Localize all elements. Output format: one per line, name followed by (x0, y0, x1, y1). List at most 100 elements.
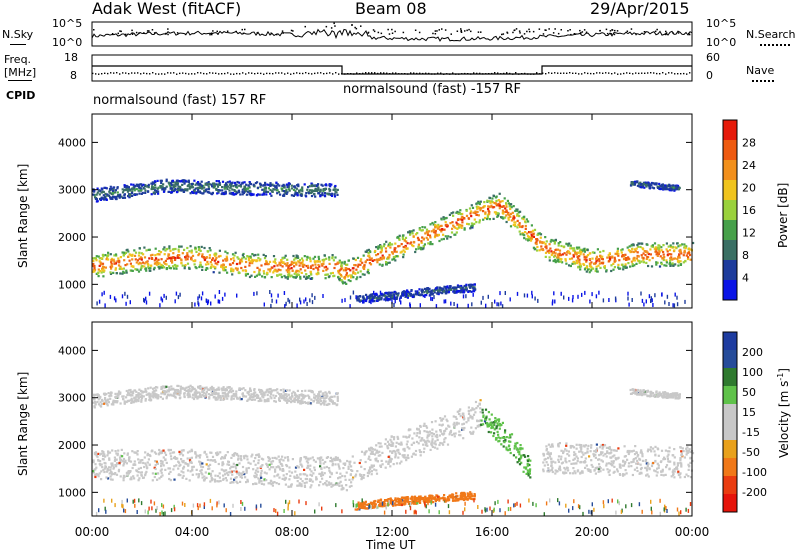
main-ground-point (177, 467, 180, 470)
main-ground-point (231, 465, 235, 468)
n-search-point (402, 31, 405, 34)
nave-point (503, 72, 505, 75)
main-ground-point (366, 471, 369, 474)
upper-point (256, 181, 259, 184)
main-ground-point (254, 463, 257, 466)
main-point (504, 216, 507, 219)
main-ground-point (122, 462, 126, 465)
lower-point (442, 288, 445, 291)
main-ground-point (186, 451, 190, 454)
main-ground-point (108, 458, 111, 461)
main-point (305, 258, 308, 261)
main-point (631, 248, 634, 251)
main-ground-point (101, 466, 104, 469)
main-point (619, 267, 622, 270)
main-point (477, 205, 480, 209)
main-ground-point (403, 456, 406, 459)
upper-point (128, 189, 132, 192)
main-ground-point (422, 439, 426, 442)
nave-point (524, 72, 526, 75)
main-point (565, 262, 568, 265)
main-point (109, 271, 112, 274)
nave-point (539, 73, 541, 75)
main-point (122, 253, 125, 256)
main-point (440, 218, 443, 221)
main-ground-point (378, 445, 381, 448)
main-point (257, 273, 260, 276)
main-ground-point (156, 472, 159, 475)
main-ground-point (201, 465, 205, 469)
main-point (621, 254, 624, 257)
main-ground-point (338, 476, 341, 479)
noise-point (650, 299, 652, 303)
main-point (309, 260, 312, 263)
main-ground-point (391, 444, 394, 447)
main-point (420, 240, 423, 243)
main-point (249, 256, 252, 259)
lower-point (456, 285, 459, 288)
main-point (585, 270, 588, 273)
main-point (662, 253, 665, 256)
n-search-point (111, 33, 114, 35)
main-ground-point (433, 442, 436, 445)
main-point (92, 270, 95, 273)
main-point (684, 247, 687, 250)
upper-point (186, 189, 189, 192)
main-ground-point (209, 463, 212, 466)
nave-point (146, 72, 148, 75)
main-point (660, 261, 663, 264)
noise-point (485, 303, 487, 308)
n-search-point (184, 33, 187, 36)
nave-point (209, 72, 211, 74)
upper-point (226, 181, 229, 184)
main-point (201, 253, 204, 256)
main-point (190, 249, 193, 252)
main-ground-point (304, 457, 307, 460)
main-point (189, 245, 192, 248)
main-point (457, 226, 460, 229)
main-ground-point (376, 451, 380, 454)
upper-ground-point (300, 398, 303, 401)
upper-point (109, 185, 112, 188)
main-ground-point (92, 461, 95, 464)
main-ground-point (94, 463, 97, 466)
main-point (563, 252, 566, 255)
nave-point (149, 73, 151, 75)
n-search-point (241, 28, 243, 31)
main-ground-point (274, 470, 277, 473)
main-ground-point (410, 455, 413, 458)
n-search-point (610, 33, 612, 35)
main-ground-point (478, 402, 481, 405)
upper-point (109, 196, 112, 199)
lower-point (426, 291, 429, 295)
main-point (434, 231, 437, 234)
upper-point (153, 180, 157, 183)
main-ground-point (108, 472, 111, 475)
noise-point (591, 292, 593, 297)
noise-point (368, 295, 370, 300)
main-point (494, 202, 497, 205)
nave-point (557, 72, 559, 74)
main-point (141, 261, 145, 264)
main-ground-point (384, 442, 387, 446)
main-ground-point (423, 422, 426, 425)
main-ground-point (286, 456, 289, 459)
noise-point (602, 298, 605, 303)
main-point (263, 272, 266, 275)
main-point (395, 255, 398, 258)
main-point (172, 248, 175, 251)
n-search-point (146, 30, 149, 32)
main-point (660, 246, 663, 249)
main-point (307, 276, 310, 279)
main-point (533, 228, 537, 231)
main-point (629, 265, 632, 268)
main-ground-point (175, 464, 178, 467)
noise-point (385, 297, 387, 302)
main-point (331, 254, 334, 257)
main-point (248, 275, 252, 279)
main-ground-point (145, 470, 148, 473)
main-ground-point (348, 463, 351, 466)
upper-point (287, 182, 290, 185)
main-point (521, 217, 524, 220)
main-ground-point (479, 425, 482, 428)
